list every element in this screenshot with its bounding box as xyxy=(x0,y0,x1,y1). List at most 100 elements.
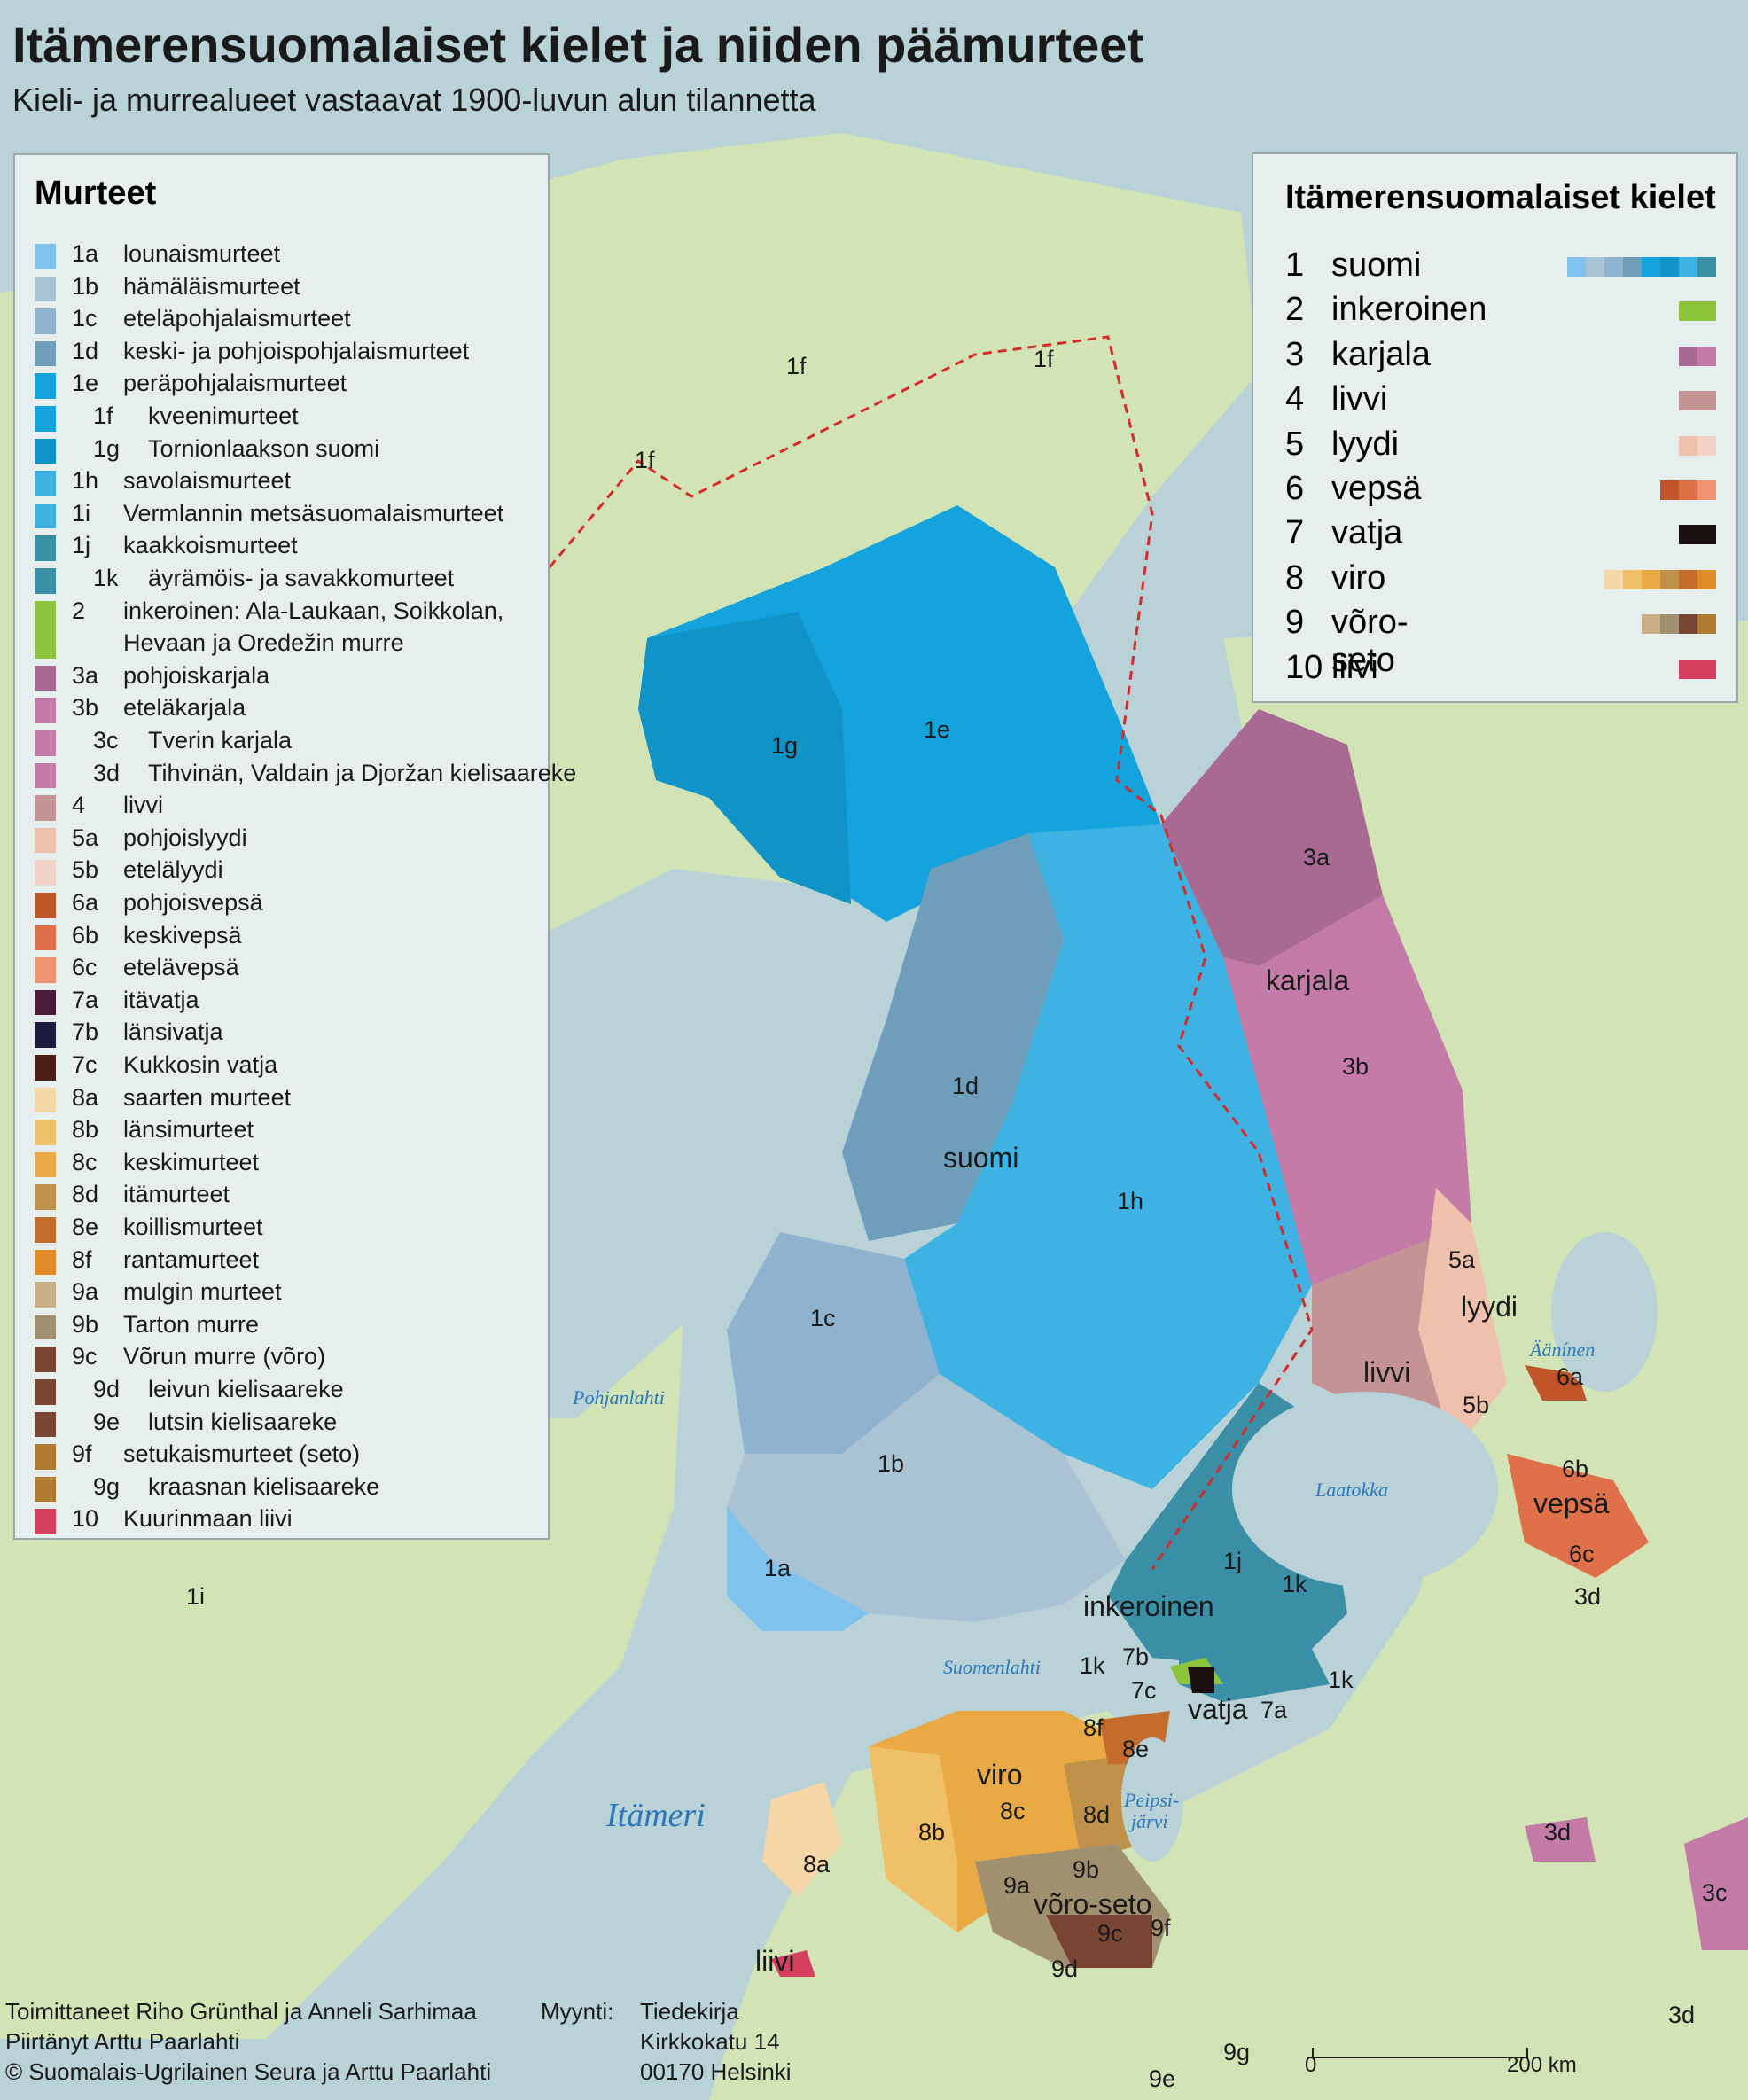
language-swatch xyxy=(1567,257,1716,277)
region-1d xyxy=(842,833,1064,1241)
legend-name: keski- ja pohjoispohjalaismurteet xyxy=(123,337,470,364)
legend-swatch xyxy=(35,1444,56,1470)
sales-line2: Kirkkokatu 14 xyxy=(640,2028,780,2055)
legend-code: 7b xyxy=(72,1019,99,1046)
region-3b xyxy=(1223,895,1471,1285)
credits-line3: © Suomalais-Ugrilainen Seura ja Arttu Pa… xyxy=(5,2058,492,2085)
legend-swatch xyxy=(35,1476,56,1503)
label-vatja: vatja xyxy=(1188,1693,1248,1725)
language-number: 5 xyxy=(1285,425,1305,463)
language-swatch xyxy=(1679,435,1716,456)
legend-swatch xyxy=(35,1087,56,1113)
label-6b: 6b xyxy=(1562,1456,1589,1482)
legend-swatch xyxy=(35,1347,56,1372)
legend-swatch xyxy=(35,795,56,821)
legend-name: lounaismurteet xyxy=(123,240,281,267)
legend-name: keskivepsä xyxy=(123,921,242,949)
language-number: 9 xyxy=(1285,604,1305,642)
label-1k-a: 1k xyxy=(1282,1571,1307,1597)
label-3d-b: 3d xyxy=(1544,1819,1572,1846)
label-1a: 1a xyxy=(764,1555,792,1581)
legend-code: 3b xyxy=(72,694,99,722)
language-legend-heading: Itämerensuomalaiset kielet xyxy=(1285,179,1716,216)
label-8c: 8c xyxy=(1000,1798,1026,1824)
label-1f-a: 1f xyxy=(786,353,807,379)
label-9c: 9c xyxy=(1097,1920,1123,1947)
credits-block: Toimittaneet Riho Grünthal ja Anneli Sar… xyxy=(5,1996,491,2087)
label-3d-c: 3d xyxy=(1668,2002,1696,2028)
label-1k-c: 1k xyxy=(1328,1667,1354,1693)
region-10 xyxy=(771,1950,815,1977)
label-1i: 1i xyxy=(186,1583,206,1610)
label-3b: 3b xyxy=(1342,1053,1370,1080)
label-vepsa: vepsä xyxy=(1533,1487,1610,1519)
legend-name: etelälyydi xyxy=(123,856,223,884)
legend-swatch xyxy=(35,471,56,496)
language-number: 6 xyxy=(1285,470,1305,507)
language-number: 2 xyxy=(1285,291,1305,329)
legend-name: länsimurteet xyxy=(123,1116,254,1144)
legend-name: inkeroinen: Ala-Laukaan, Soikkolan, xyxy=(123,597,504,624)
legend-code: 10 xyxy=(72,1505,99,1533)
legend-name: Võrun murre (võro) xyxy=(123,1343,326,1370)
legend-code: 9b xyxy=(72,1310,99,1338)
language-name: vatja xyxy=(1331,514,1403,552)
legend-code: 1k xyxy=(93,565,119,591)
legend-name: saarten murteet xyxy=(123,1083,292,1111)
label-suomi: suomi xyxy=(943,1142,1019,1174)
legend-name: eteläpohjalaismurteet xyxy=(123,305,351,332)
legend-swatch xyxy=(35,1055,56,1081)
language-swatch xyxy=(1679,301,1716,322)
label-3d-a: 3d xyxy=(1574,1583,1602,1610)
legend-swatch xyxy=(35,989,56,1016)
legend-name: itämurteet xyxy=(123,1181,230,1208)
legend-code: 3d xyxy=(93,759,121,786)
label-1f-c: 1f xyxy=(635,447,655,473)
legend-code: 9f xyxy=(72,1440,92,1468)
legend-swatch xyxy=(35,276,56,302)
legend-code: 1h xyxy=(72,467,99,495)
legend-code: 8e xyxy=(72,1214,99,1240)
legend-code: 1g xyxy=(93,434,121,462)
legend-swatch xyxy=(35,535,56,561)
legend-code: 8d xyxy=(72,1181,99,1208)
label-6c: 6c xyxy=(1569,1541,1595,1567)
legend-name: kraasnan kielisaareke xyxy=(148,1472,380,1500)
legend-code: 6b xyxy=(72,921,99,949)
legend-name: länsivatja xyxy=(123,1019,223,1046)
legend-name: hämäläismurteet xyxy=(123,272,300,300)
region-1h xyxy=(904,824,1312,1489)
legend-code: 6a xyxy=(72,889,99,916)
label-5a: 5a xyxy=(1448,1246,1476,1273)
legend-code: 3a xyxy=(72,661,99,689)
language-swatch xyxy=(1679,525,1716,545)
label-9e: 9e xyxy=(1149,2065,1176,2092)
label-1h: 1h xyxy=(1117,1188,1144,1214)
label-8a: 8a xyxy=(803,1851,831,1878)
language-name: karjala xyxy=(1331,335,1431,373)
legend-name: Kukkosin vatja xyxy=(123,1051,278,1078)
label-8b: 8b xyxy=(918,1819,946,1846)
legend-name: leivun kielisaareke xyxy=(148,1376,344,1402)
region-3c xyxy=(1684,1817,1748,1950)
legend-swatch xyxy=(35,340,56,367)
scale-zero: 0 xyxy=(1305,2053,1317,2077)
legend-swatch xyxy=(35,1509,56,1534)
legend-code: 7c xyxy=(72,1051,98,1078)
legend-swatch xyxy=(35,308,56,334)
legend-name: eteläkarjala xyxy=(123,694,246,722)
lake-ladoga xyxy=(1232,1392,1498,1587)
label-1c: 1c xyxy=(810,1305,836,1331)
label-7c: 7c xyxy=(1131,1677,1157,1704)
label-7b: 7b xyxy=(1122,1643,1150,1670)
legend-code: 9g xyxy=(93,1472,121,1500)
legend-code: 1i xyxy=(72,499,91,527)
legend-code: 9d xyxy=(93,1376,121,1402)
label-1j: 1j xyxy=(1223,1548,1243,1574)
region-3d xyxy=(1525,1817,1596,1862)
label-lyydi: lyydi xyxy=(1461,1291,1518,1323)
legend-code: 3c xyxy=(93,727,119,753)
label-1g: 1g xyxy=(771,732,799,759)
lake-onega xyxy=(1551,1232,1658,1392)
legend-swatch xyxy=(35,860,56,886)
